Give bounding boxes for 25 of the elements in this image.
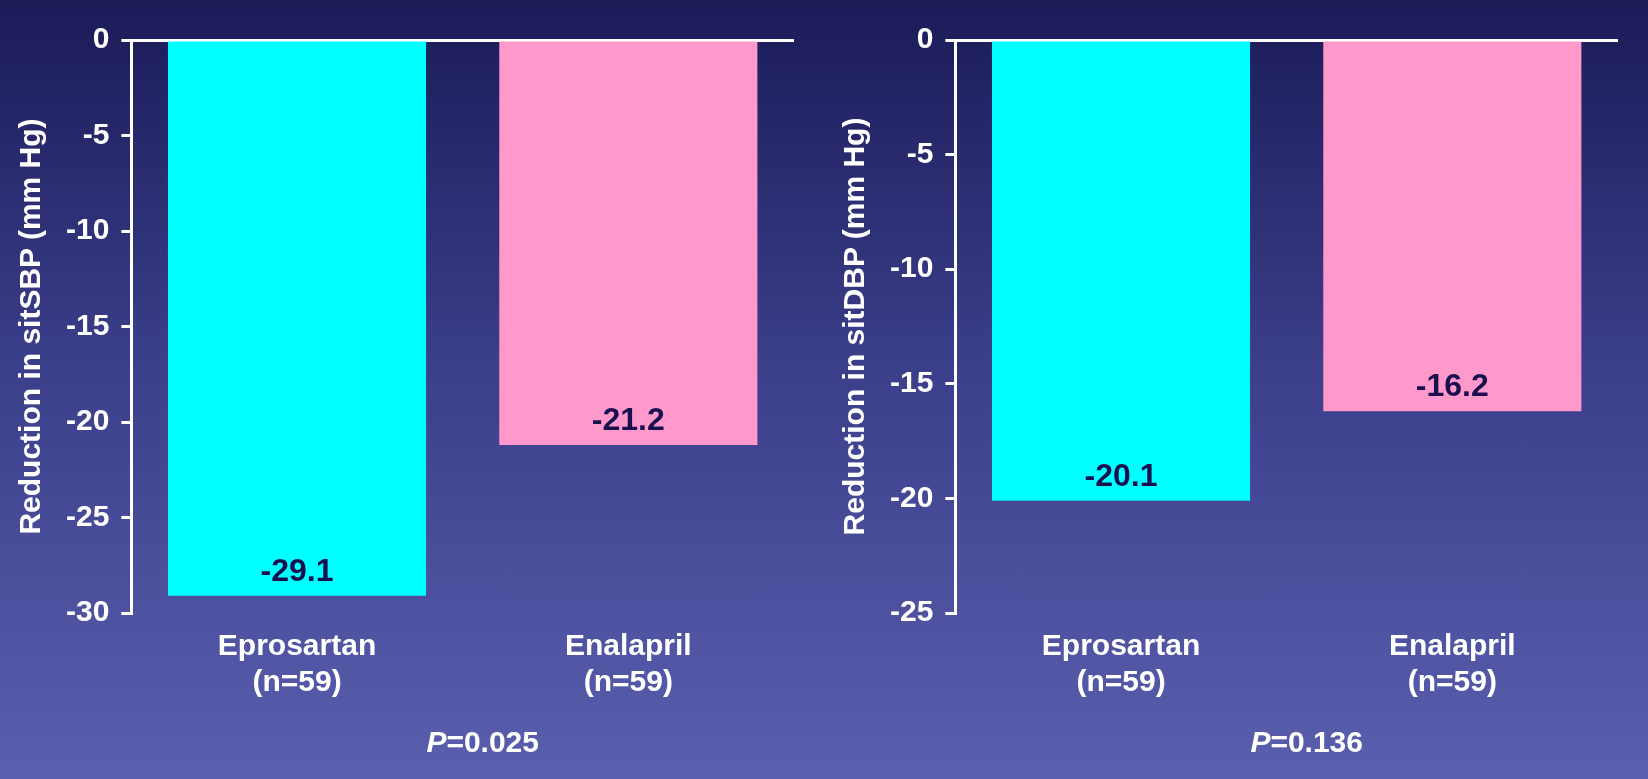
text: P=0.025: [426, 725, 539, 759]
x-tick-label: Enalapril (n=59): [564, 628, 692, 698]
y-tick-label: 0: [92, 21, 110, 55]
y-tick-label: -10: [890, 250, 934, 284]
text: P=0.136: [1250, 725, 1363, 759]
y-axis-title: Reduction in sitSBP (mm Hg): [13, 118, 47, 535]
y-tick-label: -20: [66, 403, 110, 437]
y-tick-label: -5: [906, 135, 934, 169]
data-label: -21.2: [591, 400, 665, 437]
x-tick-label: Eprosartan (n=59): [217, 628, 377, 698]
x-tick-label: Enalapril (n=59): [1388, 628, 1516, 698]
data-label: -16.2: [1415, 367, 1489, 404]
x-tick-label: Eprosartan (n=59): [1041, 628, 1201, 698]
y-tick-label: -25: [66, 498, 110, 532]
y-tick-label: -30: [66, 594, 110, 628]
y-tick-label: -15: [890, 365, 934, 399]
y-tick-label: -25: [890, 594, 934, 628]
y-tick-label: -20: [890, 479, 934, 513]
y-tick-label: -15: [66, 307, 110, 341]
data-label: -29.1: [260, 551, 334, 588]
y-tick-label: -5: [82, 116, 110, 150]
y-tick-label: 0: [916, 21, 934, 55]
data-label: -20.1: [1084, 456, 1158, 493]
y-axis-title: Reduction in sitDBP (mm Hg): [837, 117, 871, 536]
y-tick-label: -10: [66, 212, 110, 246]
